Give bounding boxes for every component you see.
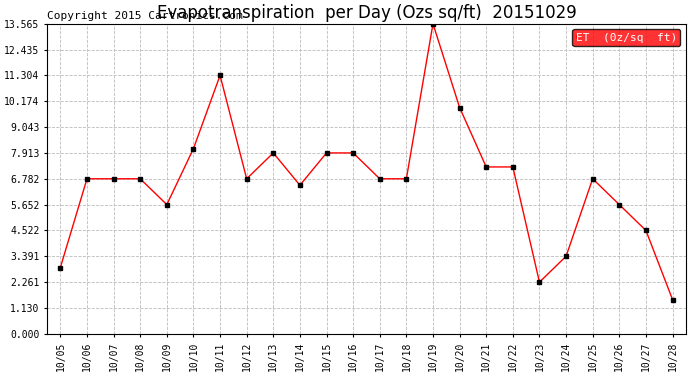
Title: Evapotranspiration  per Day (Ozs sq/ft)  20151029: Evapotranspiration per Day (Ozs sq/ft) 2… <box>157 4 576 22</box>
Legend: ET  (0z/sq  ft): ET (0z/sq ft) <box>573 29 680 46</box>
Text: Copyright 2015 Cartronics.com: Copyright 2015 Cartronics.com <box>47 10 243 21</box>
